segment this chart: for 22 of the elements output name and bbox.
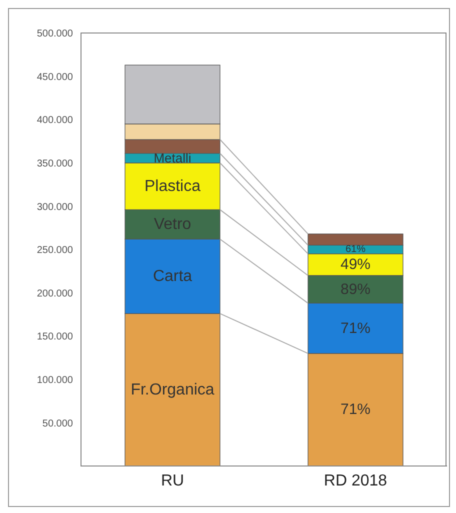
data-label: Fr.Organica: [130, 381, 214, 398]
y-tick-label: 450.000: [36, 72, 74, 83]
data-label: Metalli: [154, 150, 192, 166]
annotation: 71%: [340, 401, 371, 418]
y-tick-label: 100.000: [36, 374, 74, 386]
x-tick-label: RD 2018: [324, 472, 388, 490]
data-label: Plastica: [144, 178, 201, 195]
y-tick-label: 50.000: [42, 418, 74, 430]
y-tick-label: 400.000: [36, 115, 74, 126]
y-tick-label: 300.000: [36, 202, 74, 213]
y-tick-label: 350.000: [36, 158, 74, 170]
data-label: Carta: [152, 268, 192, 285]
annotation: 61%: [345, 244, 366, 255]
y-tick-label: 200.000: [36, 288, 74, 300]
y-tick-label: 150.000: [36, 332, 74, 343]
data-label: Vetro: [154, 216, 192, 233]
annotation: 49%: [340, 256, 371, 274]
x-tick-label: RU: [160, 472, 184, 490]
y-tick-label: 250.000: [36, 245, 74, 256]
y-tick-label: 500.000: [36, 28, 74, 40]
annotation: 71%: [340, 320, 371, 337]
annotation: 89%: [340, 280, 371, 298]
